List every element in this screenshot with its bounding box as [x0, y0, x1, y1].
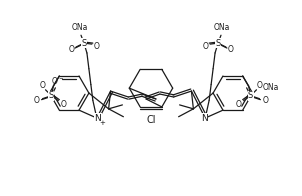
- Text: O: O: [228, 44, 234, 54]
- Text: O: O: [60, 100, 66, 109]
- Text: O: O: [262, 96, 268, 105]
- Text: N: N: [201, 113, 207, 122]
- Text: O: O: [68, 44, 74, 54]
- Text: O: O: [94, 42, 100, 51]
- Text: O: O: [34, 96, 40, 105]
- Text: ONa: ONa: [72, 23, 88, 32]
- Text: O: O: [236, 100, 242, 109]
- Text: S: S: [81, 39, 87, 48]
- Text: +: +: [100, 120, 106, 126]
- Text: ONa: ONa: [262, 83, 279, 92]
- Text: Cl: Cl: [146, 115, 156, 125]
- Text: ONa: ONa: [214, 23, 230, 32]
- Text: S: S: [248, 91, 253, 100]
- Text: O: O: [256, 81, 262, 90]
- Text: O$^-$: O$^-$: [51, 75, 64, 86]
- Text: S: S: [215, 39, 221, 48]
- Text: O: O: [40, 81, 46, 90]
- Text: S: S: [49, 91, 54, 100]
- Text: N: N: [95, 113, 101, 122]
- Text: O: O: [202, 42, 208, 51]
